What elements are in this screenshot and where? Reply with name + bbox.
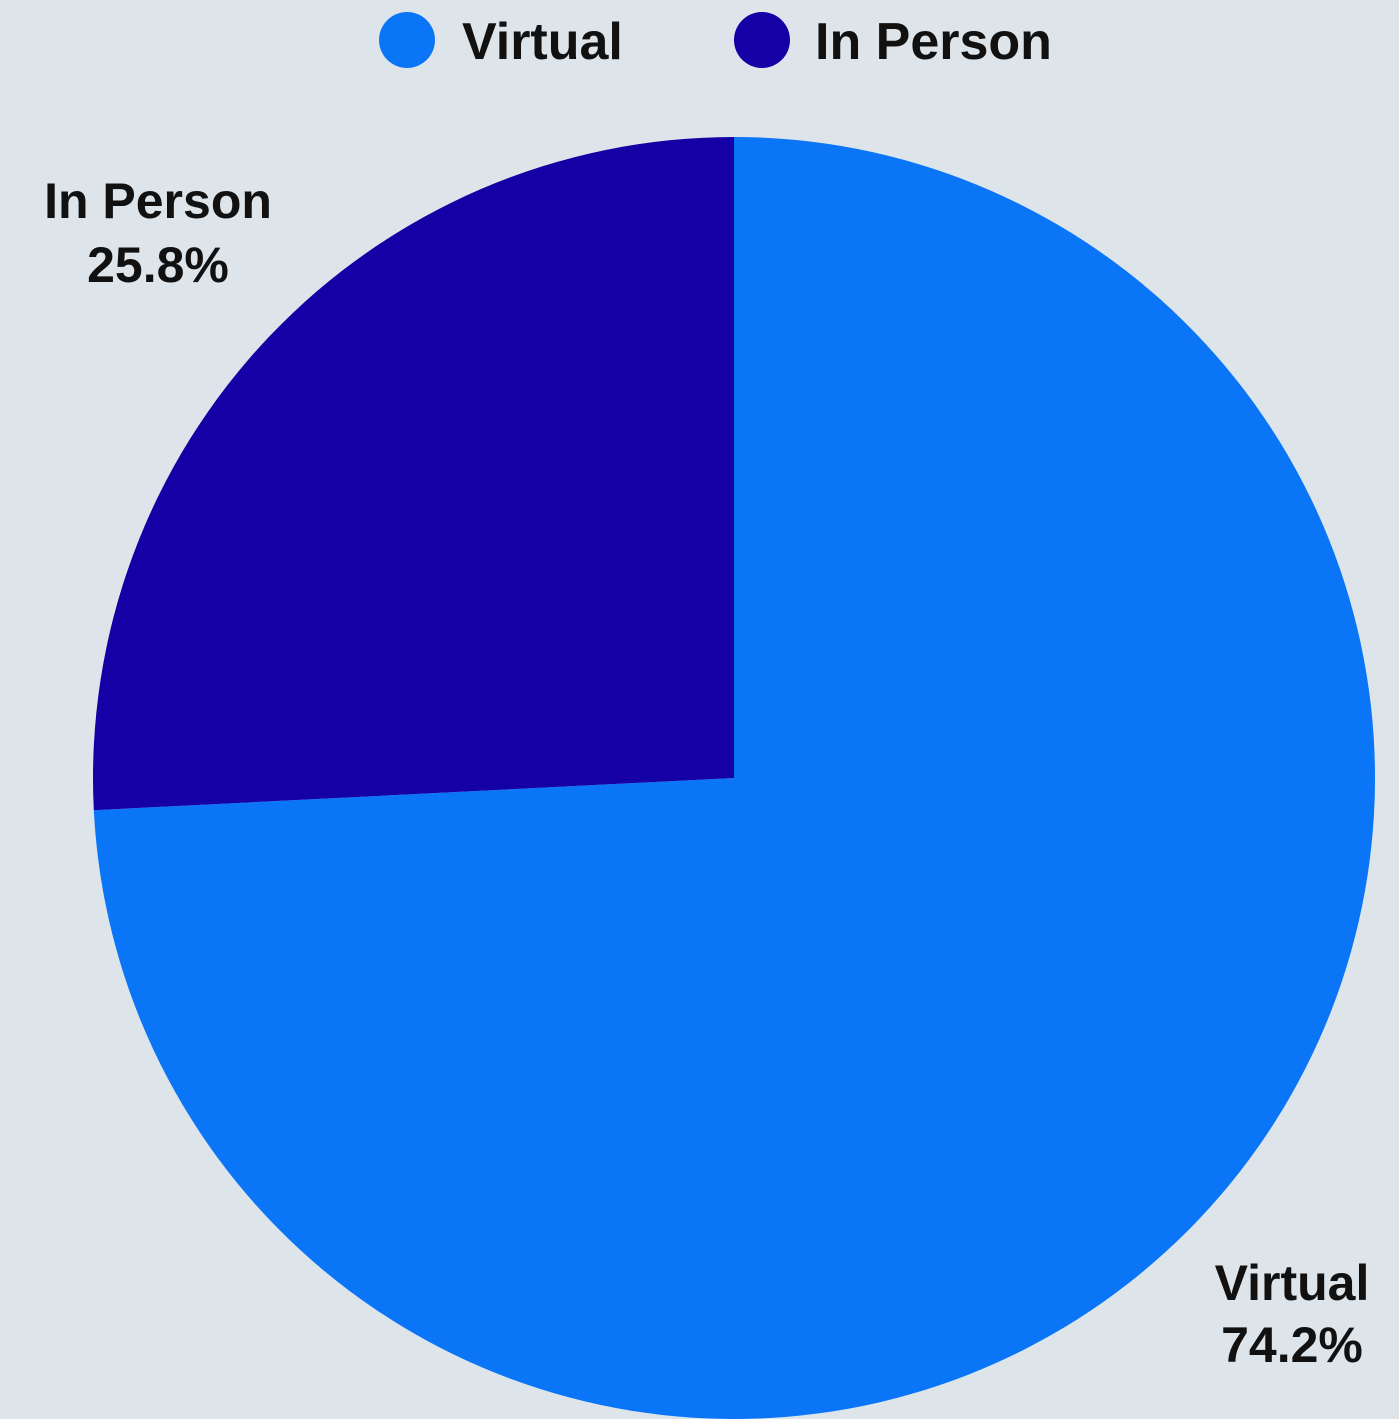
- slice-labels: Virtual 74.2% In Person 25.8%: [44, 173, 1369, 1373]
- legend-swatch: [734, 12, 790, 68]
- pie-slices: [93, 137, 1376, 1419]
- legend-label: In Person: [815, 13, 1052, 71]
- legend-item-virtual: Virtual: [379, 12, 623, 71]
- chart-legend: Virtual In Person: [379, 12, 1052, 71]
- legend-label: Virtual: [462, 13, 623, 71]
- legend-item-in-person: In Person: [734, 12, 1052, 71]
- legend-swatch: [379, 12, 435, 68]
- pie-slice-in-person: [93, 137, 735, 811]
- pie-slice-virtual: [93, 137, 1376, 1419]
- slice-label-name: Virtual: [1215, 1255, 1370, 1311]
- slice-label-name: In Person: [44, 173, 272, 229]
- slice-label-value: 25.8%: [87, 237, 229, 293]
- slice-label-value: 74.2%: [1221, 1317, 1363, 1373]
